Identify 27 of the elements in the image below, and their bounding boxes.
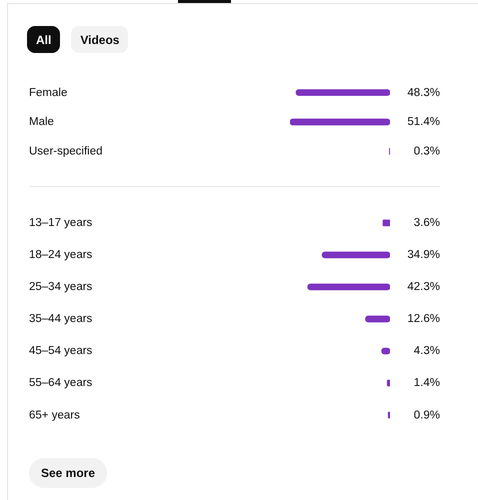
data-label: 0.3% (414, 146, 440, 158)
data-label: 4.3% (414, 345, 440, 358)
data-label: 12.6% (407, 313, 440, 326)
y-tick-label: 25–34 years (29, 281, 93, 294)
tab-button: All (27, 26, 60, 53)
data-label: 1.4% (414, 377, 440, 390)
y-tick-label: 18–24 years (29, 249, 93, 262)
y-tick-label: 65+ years (29, 409, 80, 422)
y-tick-label: Female (29, 86, 68, 99)
data-label: 3.6% (414, 217, 440, 230)
data-label: 34.9% (407, 249, 440, 262)
data-label: 42.3% (407, 281, 440, 294)
tab-button: Videos (71, 26, 128, 53)
y-tick-label: User-specified (29, 146, 102, 158)
bar (307, 284, 390, 290)
y-tick-label: 35–44 years (29, 313, 93, 326)
bar (382, 220, 390, 226)
data-label: 48.3% (407, 86, 440, 99)
y-tick-label: 55–64 years (29, 377, 93, 390)
y-tick-label: 13–17 years (29, 217, 93, 230)
button: See more (29, 458, 108, 488)
y-tick-label: Male (29, 116, 54, 128)
y-tick-label: 45–54 years (29, 345, 93, 358)
data-label: 51.4% (407, 116, 440, 128)
data-label: 0.9% (414, 409, 440, 422)
bar (322, 252, 390, 258)
bar (365, 316, 390, 322)
